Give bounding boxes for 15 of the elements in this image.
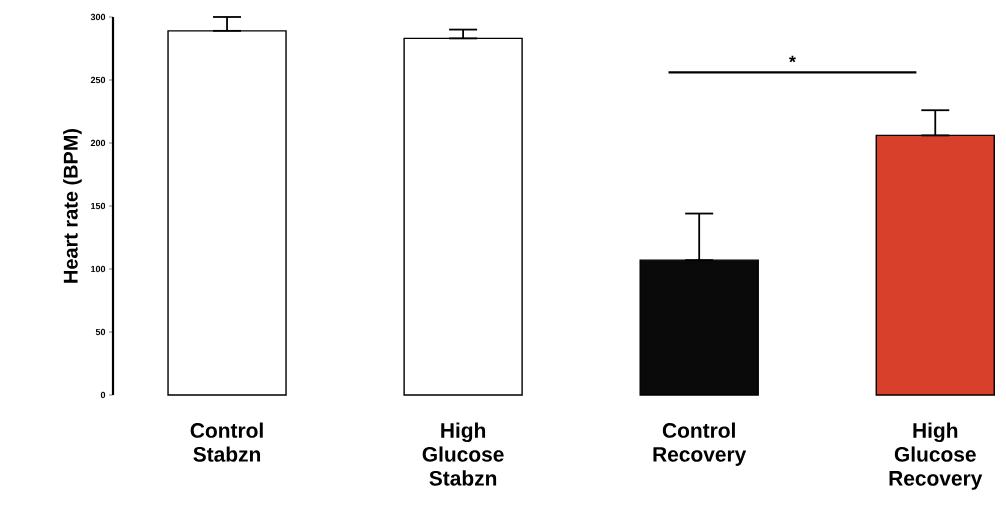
y-axis-title: Heart rate (BPM) — [63, 128, 82, 283]
y-tick-label: 0 — [100, 391, 106, 399]
x-tick-label: High Glucose Recovery — [889, 422, 983, 490]
bar — [639, 259, 759, 396]
annotation: * — [789, 55, 796, 63]
y-tick-label: 250 — [90, 76, 106, 84]
x-tick-label: Control Recovery — [653, 422, 747, 466]
x-tick-label: High Glucose Stabzn — [422, 422, 504, 486]
y-tick-label: 300 — [90, 13, 106, 21]
x-tick-label: Control Stabzn — [190, 422, 263, 462]
y-tick-label: 150 — [91, 202, 106, 210]
y-tick-label: 100 — [91, 265, 106, 273]
y-tick-label: 50 — [95, 328, 106, 336]
bar — [167, 30, 287, 396]
y-tick-label: 200 — [90, 139, 106, 147]
